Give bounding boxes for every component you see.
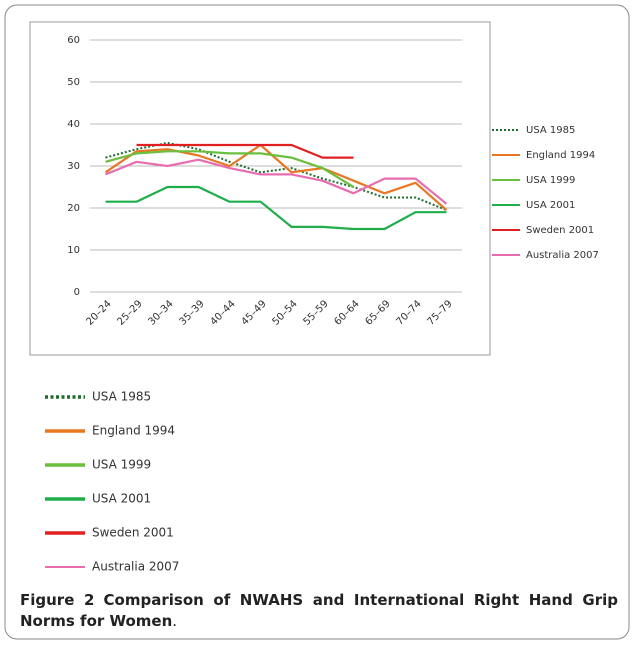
series-line — [104, 143, 448, 211]
legend-label: USA 2001 — [526, 200, 575, 211]
y-tick-label: 10 — [67, 245, 80, 256]
legend-label: Sweden 2001 — [92, 526, 174, 540]
series-line — [105, 150, 355, 188]
series-line — [105, 185, 447, 231]
legend-label: USA 1999 — [92, 458, 151, 472]
legend-label: England 1994 — [92, 424, 175, 438]
y-tick-label: 40 — [67, 119, 80, 130]
legend-label: USA 1999 — [526, 175, 575, 186]
legend-label: Australia 2007 — [92, 560, 179, 574]
series-line — [105, 158, 448, 205]
legend-label: Sweden 2001 — [526, 225, 594, 236]
caption-text: Comparison of NWAHS and International Ri… — [20, 591, 618, 630]
caption-label: Figure 2 — [20, 591, 95, 609]
y-tick-label: 20 — [67, 203, 80, 214]
legend-label: England 1994 — [526, 150, 595, 161]
legend-label: USA 1985 — [526, 125, 575, 136]
caption: Figure 2 Comparison of NWAHS and Interna… — [20, 590, 618, 632]
legend-label: USA 2001 — [92, 492, 151, 506]
caption-end: . — [172, 612, 178, 630]
legend-label: Australia 2007 — [526, 250, 599, 261]
y-tick-label: 50 — [67, 77, 80, 88]
legend-label: USA 1985 — [92, 390, 151, 404]
y-tick-label: 60 — [67, 35, 80, 46]
y-tick-label: 30 — [67, 161, 80, 172]
chart-frame — [29, 21, 491, 356]
series-line — [105, 141, 447, 212]
y-tick-label: 0 — [74, 287, 80, 298]
series-line — [136, 143, 354, 159]
